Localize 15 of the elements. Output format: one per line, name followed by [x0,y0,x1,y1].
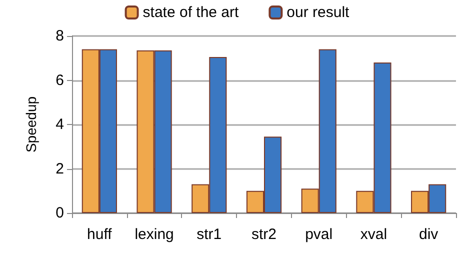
y-tick-label: 2 [56,160,64,178]
x-tick-label: str2 [251,226,277,243]
y-axis-title: Speedup [23,96,39,153]
legend-label: state of the art [142,4,240,21]
y-tick-label: 8 [56,28,64,44]
x-tick-label: xval [360,226,388,243]
y-tick-label: 6 [56,72,64,89]
legend-label: our result [286,4,350,21]
x-tick-label: pval [305,226,333,243]
y-tick-label: 4 [56,116,64,133]
x-tick-label: div [418,226,439,243]
x-tick-label: str1 [196,226,222,243]
x-tick-label: huff [87,226,113,243]
x-tick-label: lexing [134,226,174,243]
y-tick-label: 0 [56,204,64,222]
